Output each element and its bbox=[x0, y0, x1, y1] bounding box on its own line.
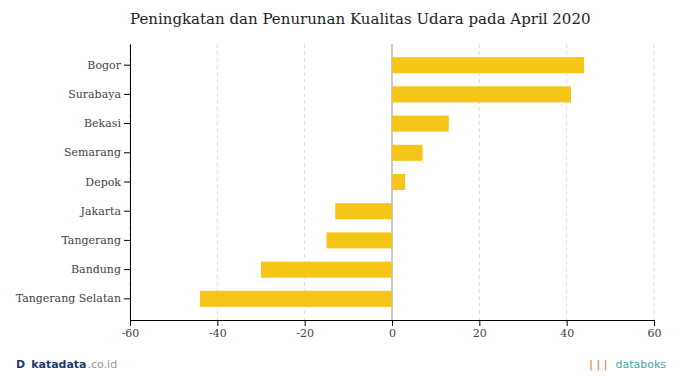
tick-label: Tangerang Selatan bbox=[16, 292, 121, 305]
tick-label: -20 bbox=[296, 327, 314, 340]
bar bbox=[392, 116, 449, 132]
tick: Jakarta bbox=[80, 205, 130, 218]
tick-mark bbox=[567, 320, 568, 326]
annotation: | | | bbox=[589, 358, 607, 371]
bar bbox=[327, 232, 393, 248]
annotation: databoks bbox=[615, 358, 666, 371]
tick: Tangerang bbox=[61, 234, 130, 247]
tick-mark bbox=[124, 298, 130, 299]
tick: -20 bbox=[296, 320, 314, 340]
plot: -60 -40 -20 0 20 40 60 Tangerang Selatan Bandung… bbox=[16, 44, 662, 340]
tick-mark bbox=[124, 65, 130, 66]
tick: 60 bbox=[648, 320, 662, 340]
grid-line bbox=[479, 44, 480, 320]
tick: Bekasi bbox=[84, 117, 130, 130]
category-axis: Tangerang Selatan Bandung Tangerang Jakarta… bbox=[16, 45, 131, 321]
tick: Bandung bbox=[71, 263, 130, 276]
tick: Tangerang Selatan bbox=[16, 292, 130, 305]
tick-label: 60 bbox=[648, 327, 662, 340]
tick-label: Jakarta bbox=[80, 205, 122, 218]
value-axis: -60 -40 -20 0 20 40 60 bbox=[122, 320, 662, 340]
bar bbox=[335, 203, 392, 219]
tick: -60 bbox=[122, 320, 140, 340]
bar bbox=[261, 262, 392, 278]
grid-line bbox=[217, 44, 218, 320]
tick-mark bbox=[654, 320, 655, 326]
tick-mark bbox=[392, 320, 393, 326]
title: Peningkatan dan Penurunan Kualitas Udara… bbox=[130, 10, 590, 28]
tick: Surabaya bbox=[68, 88, 130, 101]
bar bbox=[200, 291, 392, 307]
bar bbox=[392, 86, 571, 102]
annotation: katadata bbox=[31, 358, 86, 371]
axis-line bbox=[130, 45, 131, 321]
annotation: .co.id bbox=[88, 358, 118, 371]
chart: Peningkatan dan Penurunan Kualitas Udara… bbox=[0, 0, 682, 382]
tick-label: 40 bbox=[560, 327, 574, 340]
tick-label: Bandung bbox=[71, 263, 121, 276]
tick-label: 0 bbox=[389, 327, 396, 340]
tick-mark bbox=[124, 240, 130, 241]
tick-label: -60 bbox=[122, 327, 140, 340]
tick: 40 bbox=[560, 320, 574, 340]
bar bbox=[392, 145, 423, 161]
tick-mark bbox=[130, 320, 131, 326]
tick-label: Semarang bbox=[64, 146, 121, 159]
bar bbox=[392, 174, 405, 190]
tick-label: Bekasi bbox=[84, 117, 121, 130]
grid-line bbox=[304, 44, 305, 320]
tick-label: Bogor bbox=[87, 59, 121, 72]
tick: 0 bbox=[389, 320, 396, 340]
tick: Depok bbox=[85, 176, 130, 189]
tick-label: Tangerang bbox=[61, 234, 121, 247]
tick-mark bbox=[124, 123, 130, 124]
grid-line bbox=[566, 44, 567, 320]
annotation: D bbox=[16, 358, 25, 371]
grid bbox=[130, 44, 654, 320]
tick-label: Surabaya bbox=[68, 88, 121, 101]
tick: -40 bbox=[209, 320, 227, 340]
tick-label: 20 bbox=[473, 327, 487, 340]
tick-mark bbox=[217, 320, 218, 326]
bars bbox=[200, 57, 584, 307]
tick-label: -40 bbox=[209, 327, 227, 340]
tick-mark bbox=[305, 320, 306, 326]
annotations: Dkatadata.co.id databoks | | | bbox=[16, 358, 666, 371]
tick-mark bbox=[124, 269, 130, 270]
bar bbox=[392, 57, 584, 73]
tick-mark bbox=[479, 320, 480, 326]
grid-line bbox=[654, 44, 655, 320]
tick: 20 bbox=[473, 320, 487, 340]
tick: Semarang bbox=[64, 146, 130, 159]
tick-label: Depok bbox=[85, 176, 121, 189]
tick-mark bbox=[124, 182, 130, 183]
tick-mark bbox=[124, 211, 130, 212]
tick-mark bbox=[124, 94, 130, 95]
tick: Bogor bbox=[87, 59, 130, 72]
tick-mark bbox=[124, 152, 130, 153]
